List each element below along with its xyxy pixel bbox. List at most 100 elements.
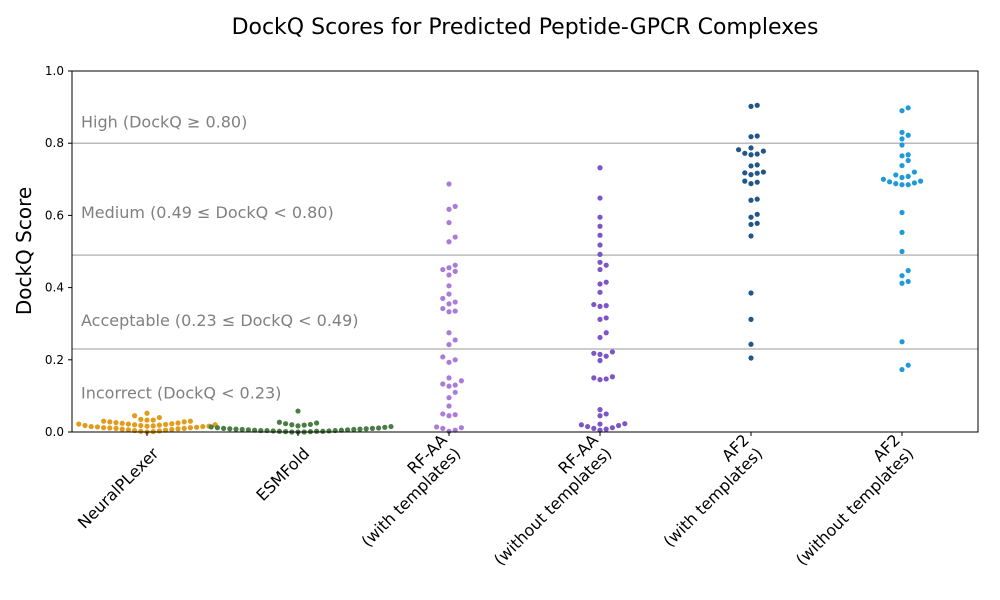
data-point (905, 182, 911, 188)
data-point (597, 334, 603, 341)
data-point (440, 354, 446, 360)
zone-label: Medium (0.49 ≤ DockQ < 0.80) (81, 203, 334, 222)
data-point (911, 180, 918, 186)
y-tick-label: 0.0 (45, 425, 64, 439)
data-point (452, 262, 458, 268)
data-point (899, 108, 905, 114)
data-point (446, 330, 452, 336)
data-point (603, 330, 609, 336)
data-point (748, 145, 754, 151)
y-axis: 0.0 0.2 0.4 0.6 0.8 1.0 (45, 64, 72, 439)
data-point (181, 419, 187, 425)
data-point (194, 424, 200, 430)
data-point (107, 419, 113, 425)
data-point (754, 170, 760, 176)
data-point (239, 426, 245, 433)
data-point (357, 426, 363, 432)
data-point (388, 423, 394, 430)
data-point (200, 423, 206, 430)
data-point (893, 181, 899, 187)
data-point (132, 413, 138, 419)
data-point (125, 427, 131, 433)
data-point (905, 152, 911, 158)
data-point (918, 178, 924, 184)
data-point (597, 251, 603, 257)
data-point (748, 233, 754, 239)
data-point (748, 221, 754, 228)
data-point (748, 172, 754, 178)
data-point (742, 150, 748, 156)
y-tick-label: 0.2 (45, 353, 64, 367)
data-point (899, 136, 905, 142)
data-point (289, 422, 295, 428)
data-point (452, 299, 458, 305)
data-point (307, 421, 313, 428)
data-point (314, 428, 320, 434)
data-point (597, 266, 603, 273)
data-point (82, 422, 88, 429)
data-point (452, 357, 458, 363)
x-category-label-line: ESMFold (252, 444, 313, 505)
data-point (899, 273, 905, 279)
data-point (119, 420, 125, 426)
data-point (452, 268, 458, 274)
data-point (452, 203, 458, 209)
data-point (899, 339, 905, 345)
data-point (452, 308, 458, 314)
data-point (187, 425, 193, 431)
data-point (597, 281, 603, 287)
data-point (233, 426, 239, 432)
data-point (760, 169, 767, 175)
data-point (748, 181, 754, 187)
points-layer (76, 102, 924, 435)
data-point (434, 424, 440, 430)
data-point (597, 303, 603, 309)
data-point (591, 350, 597, 356)
data-point (899, 182, 905, 188)
data-point (440, 295, 446, 302)
data-point (899, 174, 905, 181)
data-point (446, 359, 452, 365)
data-point (446, 403, 452, 409)
y-tick-label: 0.8 (45, 136, 64, 150)
x-category-label-line: NeuralPLexer (74, 444, 163, 533)
chart-title: DockQ Scores for Predicted Peptide-GPCR … (232, 15, 819, 40)
data-point (163, 421, 169, 428)
data-point (597, 242, 603, 248)
data-point (452, 234, 458, 240)
data-point (187, 418, 193, 424)
data-point (138, 428, 144, 434)
data-point (446, 206, 452, 212)
data-point (748, 103, 754, 109)
data-point (144, 423, 150, 429)
data-point (132, 422, 138, 428)
data-point (899, 142, 905, 148)
data-point (597, 413, 603, 419)
data-point (113, 420, 119, 426)
data-point (440, 381, 446, 387)
data-point (603, 376, 609, 382)
data-point (351, 426, 357, 433)
data-point (138, 416, 144, 422)
data-point (748, 316, 754, 322)
data-point (227, 426, 233, 432)
data-point (754, 196, 760, 202)
data-point (603, 426, 609, 432)
data-point (754, 162, 760, 168)
data-point (156, 428, 162, 434)
data-point (603, 279, 609, 285)
data-point (276, 419, 282, 425)
x-category-label: RF-AA(without templates) (477, 430, 616, 569)
data-point (597, 316, 603, 322)
data-point (326, 428, 332, 434)
x-category-label: AF2(with templates) (646, 430, 766, 550)
data-point (748, 290, 754, 296)
data-point (609, 374, 616, 380)
data-point (163, 427, 169, 433)
data-point (270, 428, 276, 434)
data-point (113, 425, 119, 431)
data-point (440, 411, 446, 417)
x-category-label-line: (with templates) (659, 444, 766, 551)
x-axis: NeuralPLexer ESMFold RF-AA(with templates)… (74, 430, 917, 569)
data-point (94, 424, 100, 430)
